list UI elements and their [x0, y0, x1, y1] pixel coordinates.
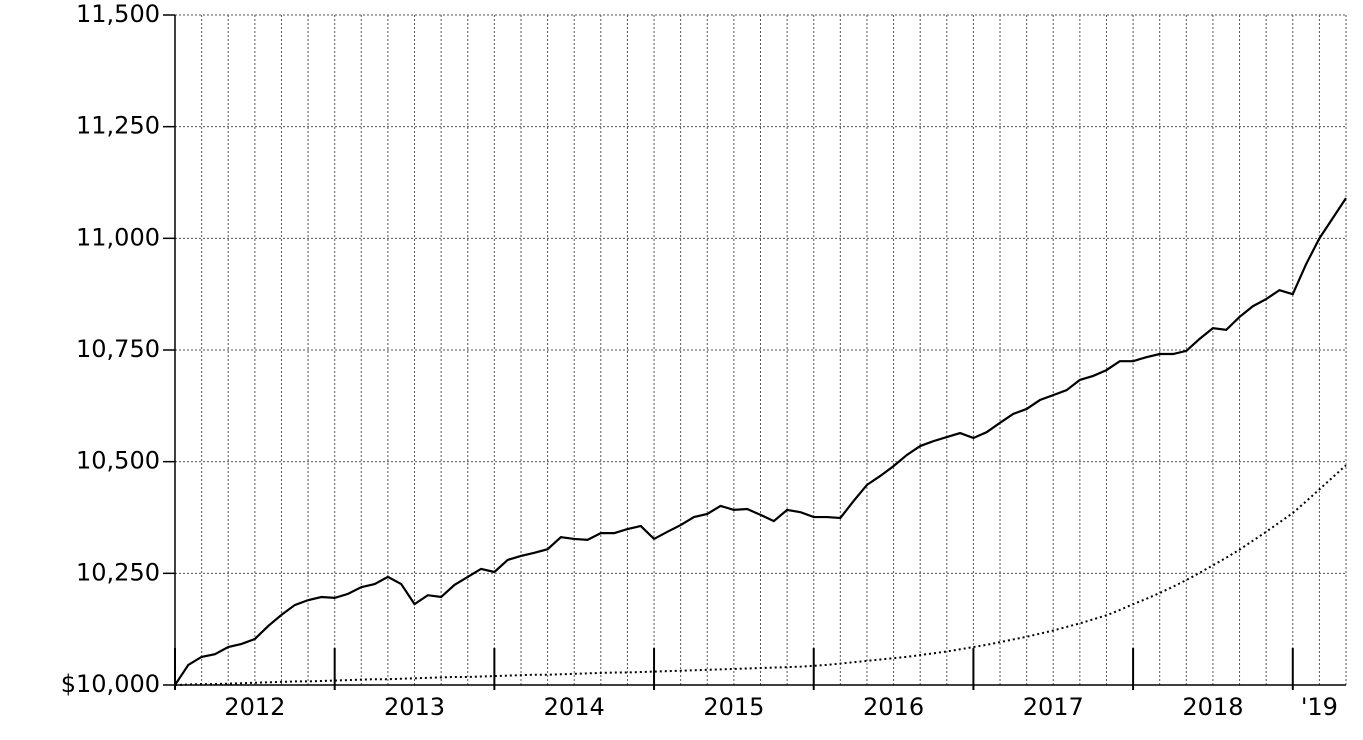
series-line — [174, 464, 1347, 686]
y-tick-label: $10,000 — [61, 670, 160, 698]
x-tick-label: '19 — [1301, 693, 1338, 721]
y-tick-label: 11,000 — [76, 223, 160, 251]
y-tick-label: 11,250 — [76, 112, 160, 140]
x-tick-label: 2012 — [224, 693, 285, 721]
y-tick-label: 11,500 — [76, 0, 160, 28]
x-tick-label: 2014 — [544, 693, 605, 721]
y-tick-label: 10,500 — [76, 447, 160, 475]
y-tick-label: 10,250 — [76, 558, 160, 586]
x-tick-label: 2015 — [703, 693, 764, 721]
series-line — [174, 197, 1347, 686]
x-tick-label: 2017 — [1023, 693, 1084, 721]
x-tick-label: 2018 — [1182, 693, 1243, 721]
x-tick-label: 2016 — [863, 693, 924, 721]
y-tick-label: 10,750 — [76, 335, 160, 363]
x-tick-label: 2013 — [384, 693, 445, 721]
